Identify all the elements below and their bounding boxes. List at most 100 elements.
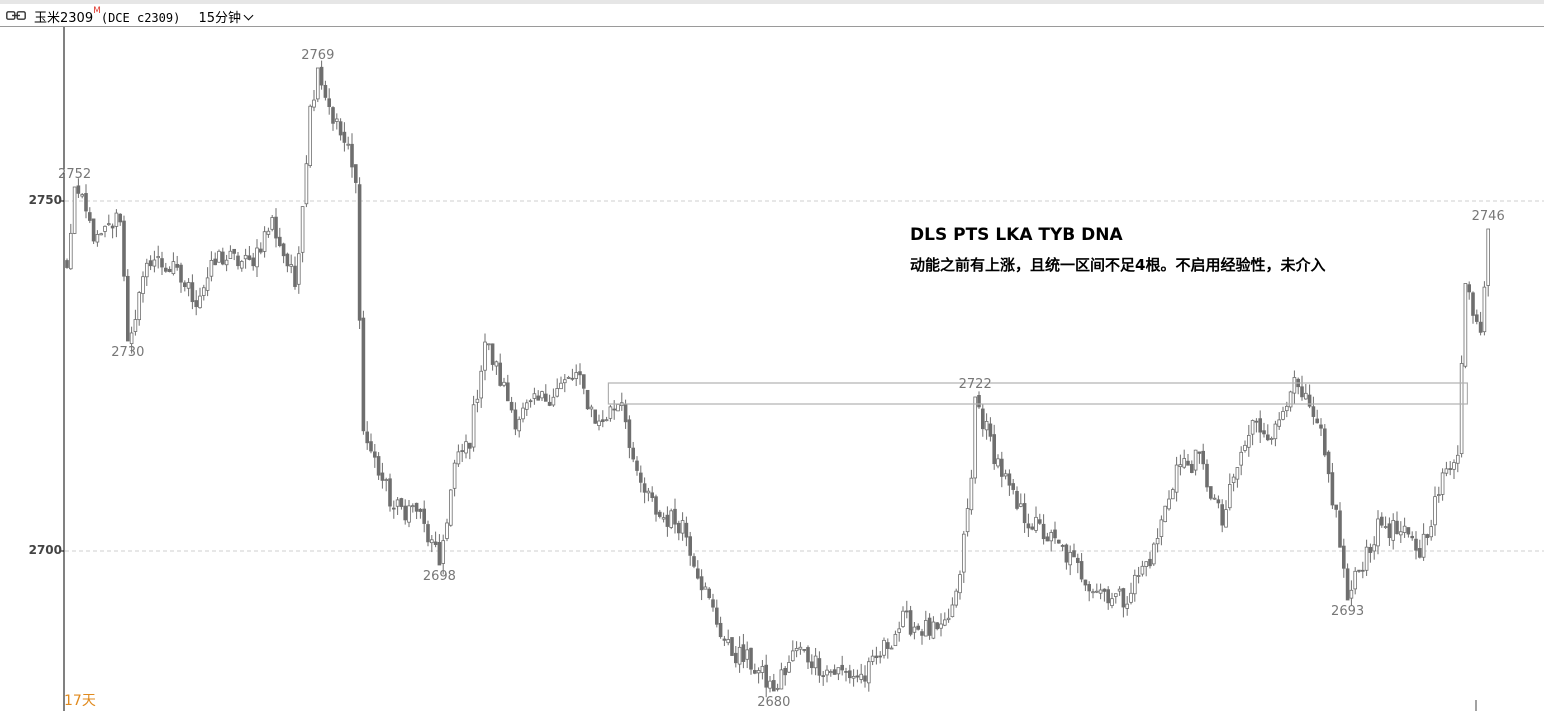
candle-body <box>1015 490 1019 509</box>
candle-body <box>779 669 784 690</box>
candle-body <box>772 680 776 692</box>
candle-body <box>718 622 723 638</box>
candle-body <box>806 647 810 663</box>
candle-body <box>912 626 917 633</box>
candle-body <box>730 637 734 656</box>
candle-body <box>749 647 753 670</box>
candle-body <box>696 568 700 579</box>
candle-body <box>84 193 88 212</box>
candle-body <box>418 508 423 512</box>
candle-body <box>437 542 442 566</box>
candle-body <box>1342 545 1346 569</box>
candle-body <box>798 646 803 650</box>
candle-body <box>194 300 199 308</box>
candle-body <box>323 84 328 98</box>
candle-body <box>346 143 350 146</box>
candle-body <box>1076 557 1080 563</box>
candle-body <box>445 522 449 539</box>
candle-body <box>395 499 400 507</box>
candle-body <box>498 362 502 386</box>
candle-body <box>1178 464 1183 468</box>
candle-body <box>897 628 901 633</box>
candle-body <box>551 396 556 406</box>
candle-body <box>285 253 290 267</box>
candle-body <box>1486 228 1491 286</box>
window-top-strip <box>0 0 1544 4</box>
candle-body <box>186 282 191 289</box>
candle-body <box>179 264 183 283</box>
candle-body <box>1319 424 1323 429</box>
candle-body <box>1307 394 1312 407</box>
instrument-selector[interactable]: 玉米2309M(DCE c2309) 15分钟 <box>34 6 254 26</box>
candle-body <box>1273 423 1278 440</box>
candle-body <box>813 655 818 669</box>
candle-body <box>722 638 727 641</box>
candle-body <box>532 393 537 399</box>
candle-body <box>783 667 787 676</box>
candle-body <box>802 649 806 651</box>
candle-body <box>464 441 468 454</box>
candle-body <box>422 508 426 524</box>
candle-body <box>141 276 145 294</box>
candle-body <box>893 633 898 647</box>
chart-header: 玉米2309M(DCE c2309) 15分钟 <box>0 4 1544 27</box>
candle-body <box>1459 363 1464 455</box>
candle-body <box>293 265 297 287</box>
candle-body <box>460 450 464 452</box>
swing-label: 2698 <box>422 569 456 584</box>
candle-body <box>99 233 104 236</box>
candle-body <box>1383 526 1388 528</box>
candle-body <box>555 388 559 397</box>
candle-body <box>1064 544 1069 563</box>
candle-body <box>1053 529 1057 539</box>
candle-body <box>958 574 962 594</box>
candle-body <box>1193 449 1198 471</box>
candle-body <box>1114 593 1118 597</box>
candle-body <box>384 479 388 481</box>
candle-body <box>1311 406 1316 417</box>
candle-body <box>832 669 837 675</box>
candle-body <box>825 669 829 676</box>
candle-body <box>1083 579 1088 586</box>
candle-body <box>1440 472 1445 495</box>
candle-body <box>1163 505 1168 523</box>
period-selector[interactable]: 15分钟 <box>198 10 254 26</box>
candle-body <box>753 670 757 674</box>
candle-body <box>1444 468 1449 474</box>
candle-body <box>224 259 229 266</box>
candle-body <box>874 655 879 659</box>
candle-body <box>680 520 685 534</box>
candle-body <box>1250 420 1255 435</box>
candle-body <box>1235 467 1240 480</box>
candle-body <box>505 382 510 402</box>
candle-body <box>654 496 658 515</box>
candle-body <box>1300 386 1304 398</box>
candle-body <box>707 588 711 599</box>
candle-body <box>639 472 643 483</box>
candle-body <box>1387 523 1392 539</box>
candle-body <box>1231 476 1236 484</box>
link-icon[interactable] <box>6 11 26 20</box>
swing-label: 2746 <box>1471 209 1505 224</box>
candle-body <box>262 231 267 252</box>
annotation-setup: DLS PTS LKA TYB DNA <box>910 225 1123 245</box>
candle-body <box>251 257 256 267</box>
candle-body <box>1414 538 1418 551</box>
annotation-comment: 动能之前有上涨，且统一区间不足4根。不启用经验性，未介入 <box>910 256 1326 274</box>
candle-body <box>1102 588 1107 592</box>
candle-body <box>327 98 331 107</box>
candle-body <box>300 206 305 253</box>
candle-body <box>939 623 943 629</box>
candle-body <box>589 406 594 410</box>
candle-body <box>471 404 476 448</box>
candle-body <box>901 610 905 627</box>
candle-body <box>950 604 955 618</box>
candle-body <box>1345 568 1350 601</box>
candle-body <box>388 478 392 507</box>
candle-body <box>908 610 913 635</box>
candle-body <box>977 395 981 408</box>
candle-body <box>163 267 168 272</box>
candle-body <box>844 671 848 673</box>
candle-body <box>760 665 765 673</box>
